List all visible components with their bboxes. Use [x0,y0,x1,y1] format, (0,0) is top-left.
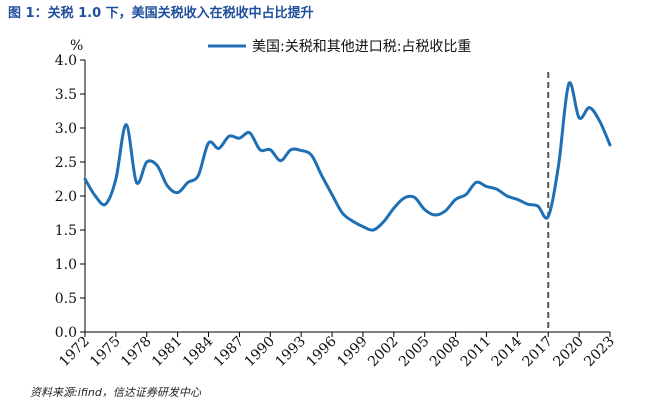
data-point [506,195,509,198]
figure-title: 图 1：关税 1.0 下，美国关税收入在税收中占比提升 [8,6,314,21]
data-point [289,148,292,151]
data-point [166,184,169,187]
data-point [176,191,179,194]
data-point [475,181,478,184]
data-point [464,193,467,196]
x-tick-label: 1993 [272,334,309,371]
y-tick-label: 0.5 [55,291,77,307]
data-point [578,116,581,119]
x-tick-label: 1975 [87,334,124,371]
data-point [310,154,313,157]
y-tick-label: 1.5 [55,223,77,239]
x-tick-label: 1987 [211,334,248,371]
data-point [485,185,488,188]
y-tick-label: 3.0 [55,121,77,137]
x-axis: 1972197519781981198419871990199319961999… [56,331,618,371]
y-axis-unit: % [70,38,83,54]
x-tick-label: 1996 [303,333,340,370]
plot-area [83,72,612,332]
x-tick-label: 2008 [427,334,464,371]
data-point [135,181,138,184]
data-point [94,195,97,198]
legend: 美国:关税和其他进口税:占税收比重 [208,39,471,55]
data-point [382,220,385,223]
data-point [372,229,375,232]
data-point [186,181,189,184]
y-tick-label: 2.5 [55,155,77,171]
data-point [413,196,416,199]
data-point [300,149,303,152]
y-tick-label: 2.0 [55,189,77,205]
data-point [125,123,128,126]
data-point [567,82,570,85]
y-tick-label: 0.0 [55,325,77,341]
x-tick-label: 1999 [334,334,371,371]
data-point [516,198,519,201]
data-point [84,178,87,181]
data-point [156,164,159,167]
series-line [83,81,612,232]
x-tick-label: 2020 [550,334,587,371]
data-point [104,203,107,206]
x-tick-label: 2011 [458,334,495,371]
data-point [403,197,406,200]
data-point [248,131,251,134]
data-point [598,120,601,123]
x-tick-label: 1990 [242,334,279,371]
data-point [351,220,354,223]
data-point [423,208,426,211]
x-tick-label: 2023 [581,334,618,371]
data-point [145,161,148,164]
data-point [392,207,395,210]
data-point [238,137,241,140]
data-point [341,212,344,215]
x-tick-label: 2005 [396,334,433,371]
data-point [331,193,334,196]
y-tick-label: 1.0 [55,257,77,273]
data-point [434,214,437,217]
data-point [361,225,364,228]
data-point [454,198,457,201]
data-point [547,215,550,218]
data-point [526,203,529,206]
source-note: 资料来源:ifind，信达证券研发中心 [30,386,201,399]
x-tick-label: 2014 [489,333,526,370]
data-point [320,174,323,177]
data-point [588,106,591,109]
data-point [444,209,447,212]
data-point [279,159,282,162]
data-point [207,141,210,144]
data-point [609,144,612,147]
data-point [217,147,220,150]
legend-label: 美国:关税和其他进口税:占税收比重 [252,39,471,55]
y-tick-label: 3.5 [55,87,77,103]
data-point [536,205,539,208]
data-point [197,174,200,177]
data-point [269,148,272,151]
x-tick-label: 1981 [149,334,186,371]
x-tick-label: 2017 [520,334,557,371]
y-axis: 0.0 0.5 1.0 1.5 2.0 2.5 3.0 3.5 4.0 [55,53,86,341]
data-point [228,135,231,138]
x-tick-label: 1978 [118,334,155,371]
data-point [495,188,498,191]
data-point [259,148,262,151]
y-tick-label: 4.0 [55,53,77,69]
data-point [114,178,117,181]
x-tick-label: 1984 [180,333,217,370]
data-point [557,164,560,167]
x-tick-label: 2002 [365,334,402,371]
